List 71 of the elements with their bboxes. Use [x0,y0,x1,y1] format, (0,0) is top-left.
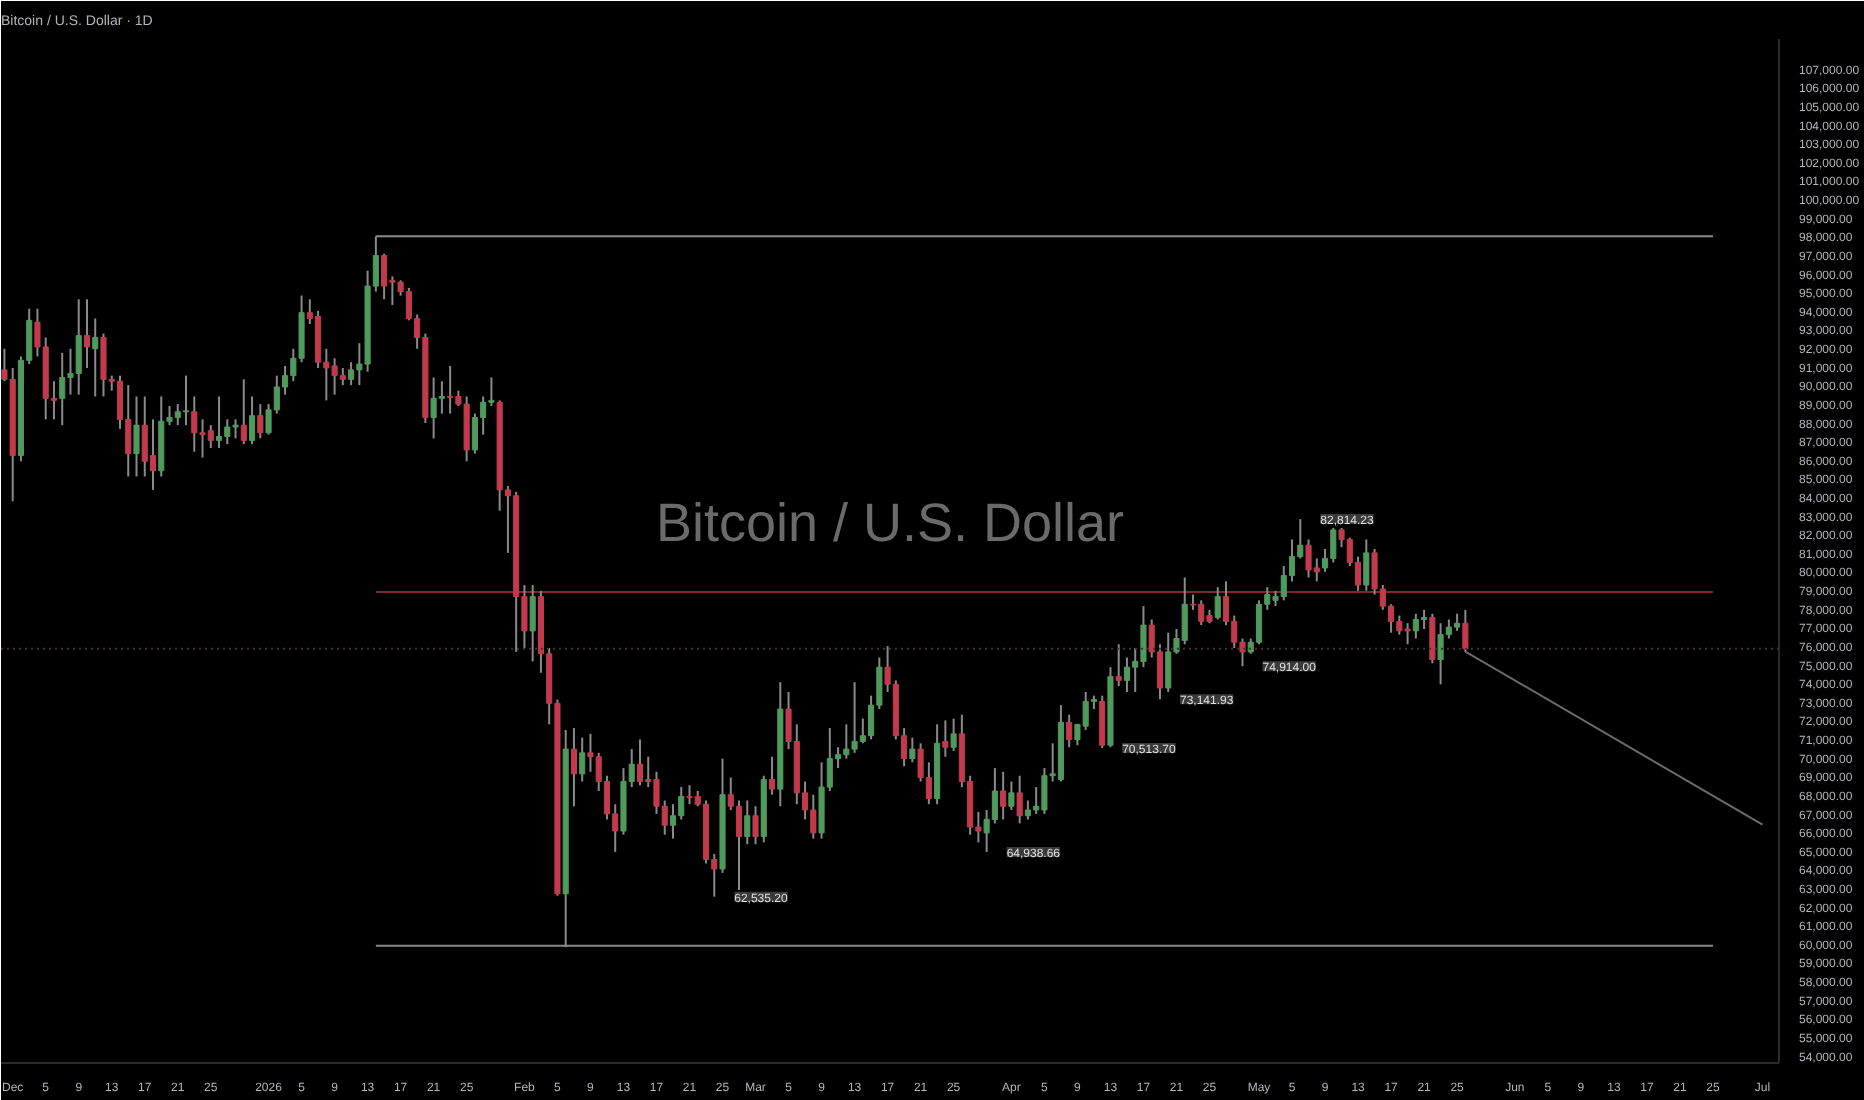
candlestick [149,418,157,491]
candlestick [1198,599,1205,627]
candlestick [579,736,586,783]
candlestick [636,738,644,787]
candlestick [950,717,957,752]
candlestick [1305,538,1312,579]
candlestick [1115,643,1122,688]
candlestick [381,252,388,301]
candlestick [1330,526,1337,564]
candlestick [348,361,355,387]
candlestick [810,793,817,840]
candlestick [75,298,82,396]
candlestick [83,298,91,369]
candlestick [315,309,322,369]
candlestick [207,424,214,450]
candlestick [125,384,132,478]
candlestick [669,803,677,840]
candlestick [744,799,751,846]
candlestick [182,374,190,427]
candlestick [1016,774,1023,825]
candlestick [174,403,181,427]
candlestick [768,755,776,796]
candlestick [1429,612,1436,665]
candlestick [1214,586,1221,621]
candlestick [1041,767,1048,815]
candlestick [1024,799,1031,821]
candlestick [686,784,693,806]
candlestick [257,403,264,440]
candlestick [100,332,107,398]
candlestick [447,364,454,415]
candlestick [463,395,470,463]
candlestick [1181,576,1188,646]
candlestick [735,799,743,892]
candlestick [438,380,445,415]
candlestick [199,418,206,459]
candlestick [248,395,256,446]
candlestick [141,395,148,478]
candlestick [1008,780,1015,811]
candlestick [133,395,140,478]
candlestick [1165,631,1172,693]
candlestick [1099,694,1106,750]
candlestick [529,584,536,663]
candlestick [215,395,223,450]
candlestick [1140,605,1147,669]
candlestick [59,351,66,427]
candlestick [818,761,825,840]
candlestick [570,727,578,808]
candlestick [1412,612,1419,640]
candlestick [843,723,850,760]
candlestick [191,395,198,453]
candlestick [1404,622,1411,646]
candlestick [942,719,949,758]
candlestick [1255,599,1263,646]
candlestick [851,681,858,754]
candlestick [1123,656,1131,693]
candlestick [1421,608,1428,631]
candlestick [909,736,916,764]
candlestick [1000,770,1007,821]
candlestick [232,418,239,440]
candlestick [1066,713,1073,749]
candlestick [92,317,99,398]
candlestick [224,418,231,446]
candlestick [1363,538,1370,592]
candlestick [1462,608,1469,653]
candlestick [752,805,759,846]
candlestick [678,786,685,821]
candlestick [1437,622,1444,686]
text: Bitcoin / U.S. Dollar [655,493,1125,553]
candlestick [240,378,247,446]
candlestick [430,376,437,440]
candlestick [331,357,338,396]
